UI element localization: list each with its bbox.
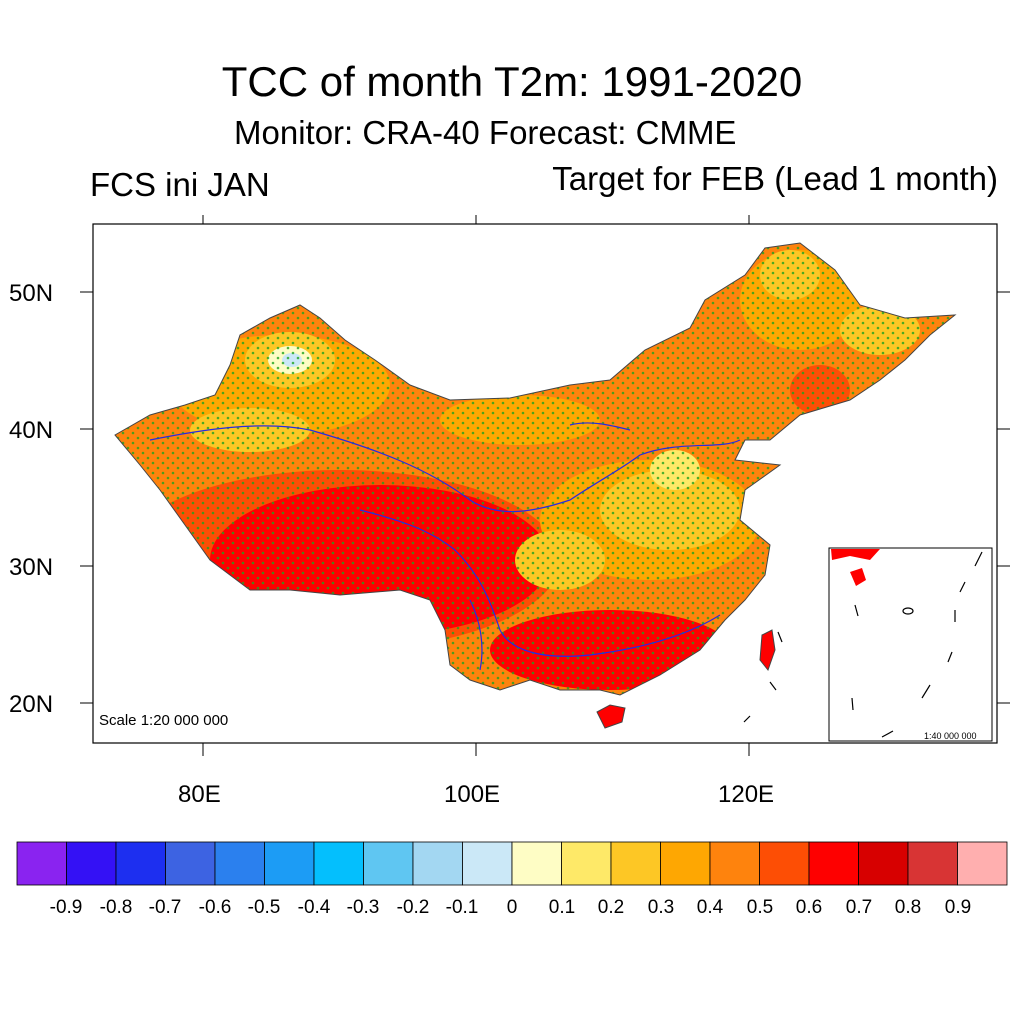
colorbar-label: 0 [506,897,518,918]
boundary-dashes [743,631,783,723]
target-label: Target for FEB (Lead 1 month) [552,160,998,197]
colorbar-label: 0.1 [548,897,576,918]
colorbar-box [66,841,117,886]
colorbar-box [808,841,859,886]
colorbar-box [858,841,909,886]
lon-label: 120E [718,781,775,808]
colorbar-label: 0.9 [944,897,972,918]
colorbar-box [214,841,265,886]
colorbar-label: -0.2 [396,897,430,918]
colorbar-label: -0.9 [49,897,83,918]
lat-label: 40N [9,417,54,444]
colorbar-label: -0.8 [99,897,133,918]
colorbar-box [709,841,760,886]
lon-label: 100E [444,781,501,808]
colorbar-box [16,841,67,886]
colorbar-box [462,841,513,886]
colorbar-box [759,841,810,886]
taiwan-shape [759,629,776,672]
colorbar-label: -0.3 [346,897,380,918]
colorbar-label: 0.2 [597,897,625,918]
colorbar-box [660,841,711,886]
colorbar-box [511,841,562,886]
map-title: TCC of month T2m: 1991-2020 [221,58,803,105]
colorbar-box [907,841,958,886]
colorbar [16,841,1008,886]
lat-label: 20N [9,691,54,718]
colorbar-label: 0.8 [894,897,922,918]
lon-ticks [202,215,750,756]
colorbar-label: -0.6 [198,897,232,918]
lon-label: 80E [178,781,221,808]
colorbar-label: -0.1 [445,897,479,918]
colorbar-box [610,841,661,886]
colorbar-label: -0.4 [297,897,331,918]
colorbar-box [264,841,315,886]
colorbar-label: -0.7 [148,897,182,918]
colorbar-box [313,841,364,886]
colorbar-label: 0.4 [696,897,724,918]
lat-ticks [80,291,1010,704]
colorbar-box [412,841,463,886]
lat-label: 50N [9,280,54,307]
map-subtitle: Monitor: CRA-40 Forecast: CMME [234,114,737,151]
scale-label: Scale 1:20 000 000 [99,712,229,729]
lat-label: 30N [9,554,54,581]
river-lines [149,422,741,671]
colorbar-label: -0.5 [247,897,281,918]
inset-map [828,547,993,742]
colorbar-box [561,841,612,886]
colorbar-box [363,841,414,886]
china-outline [114,242,957,696]
colorbar-label: 0.5 [746,897,774,918]
colorbar-box [115,841,166,886]
colorbar-box [957,841,1008,886]
colorbar-label: 0.3 [647,897,675,918]
colorbar-box [165,841,216,886]
hainan-shape [596,704,626,729]
inset-scale-label: 1:40 000 000 [924,731,977,741]
colorbar-label: 0.6 [795,897,823,918]
init-label: FCS ini JAN [90,166,270,203]
colorbar-label: 0.7 [845,897,873,918]
plot-frame [92,223,998,744]
